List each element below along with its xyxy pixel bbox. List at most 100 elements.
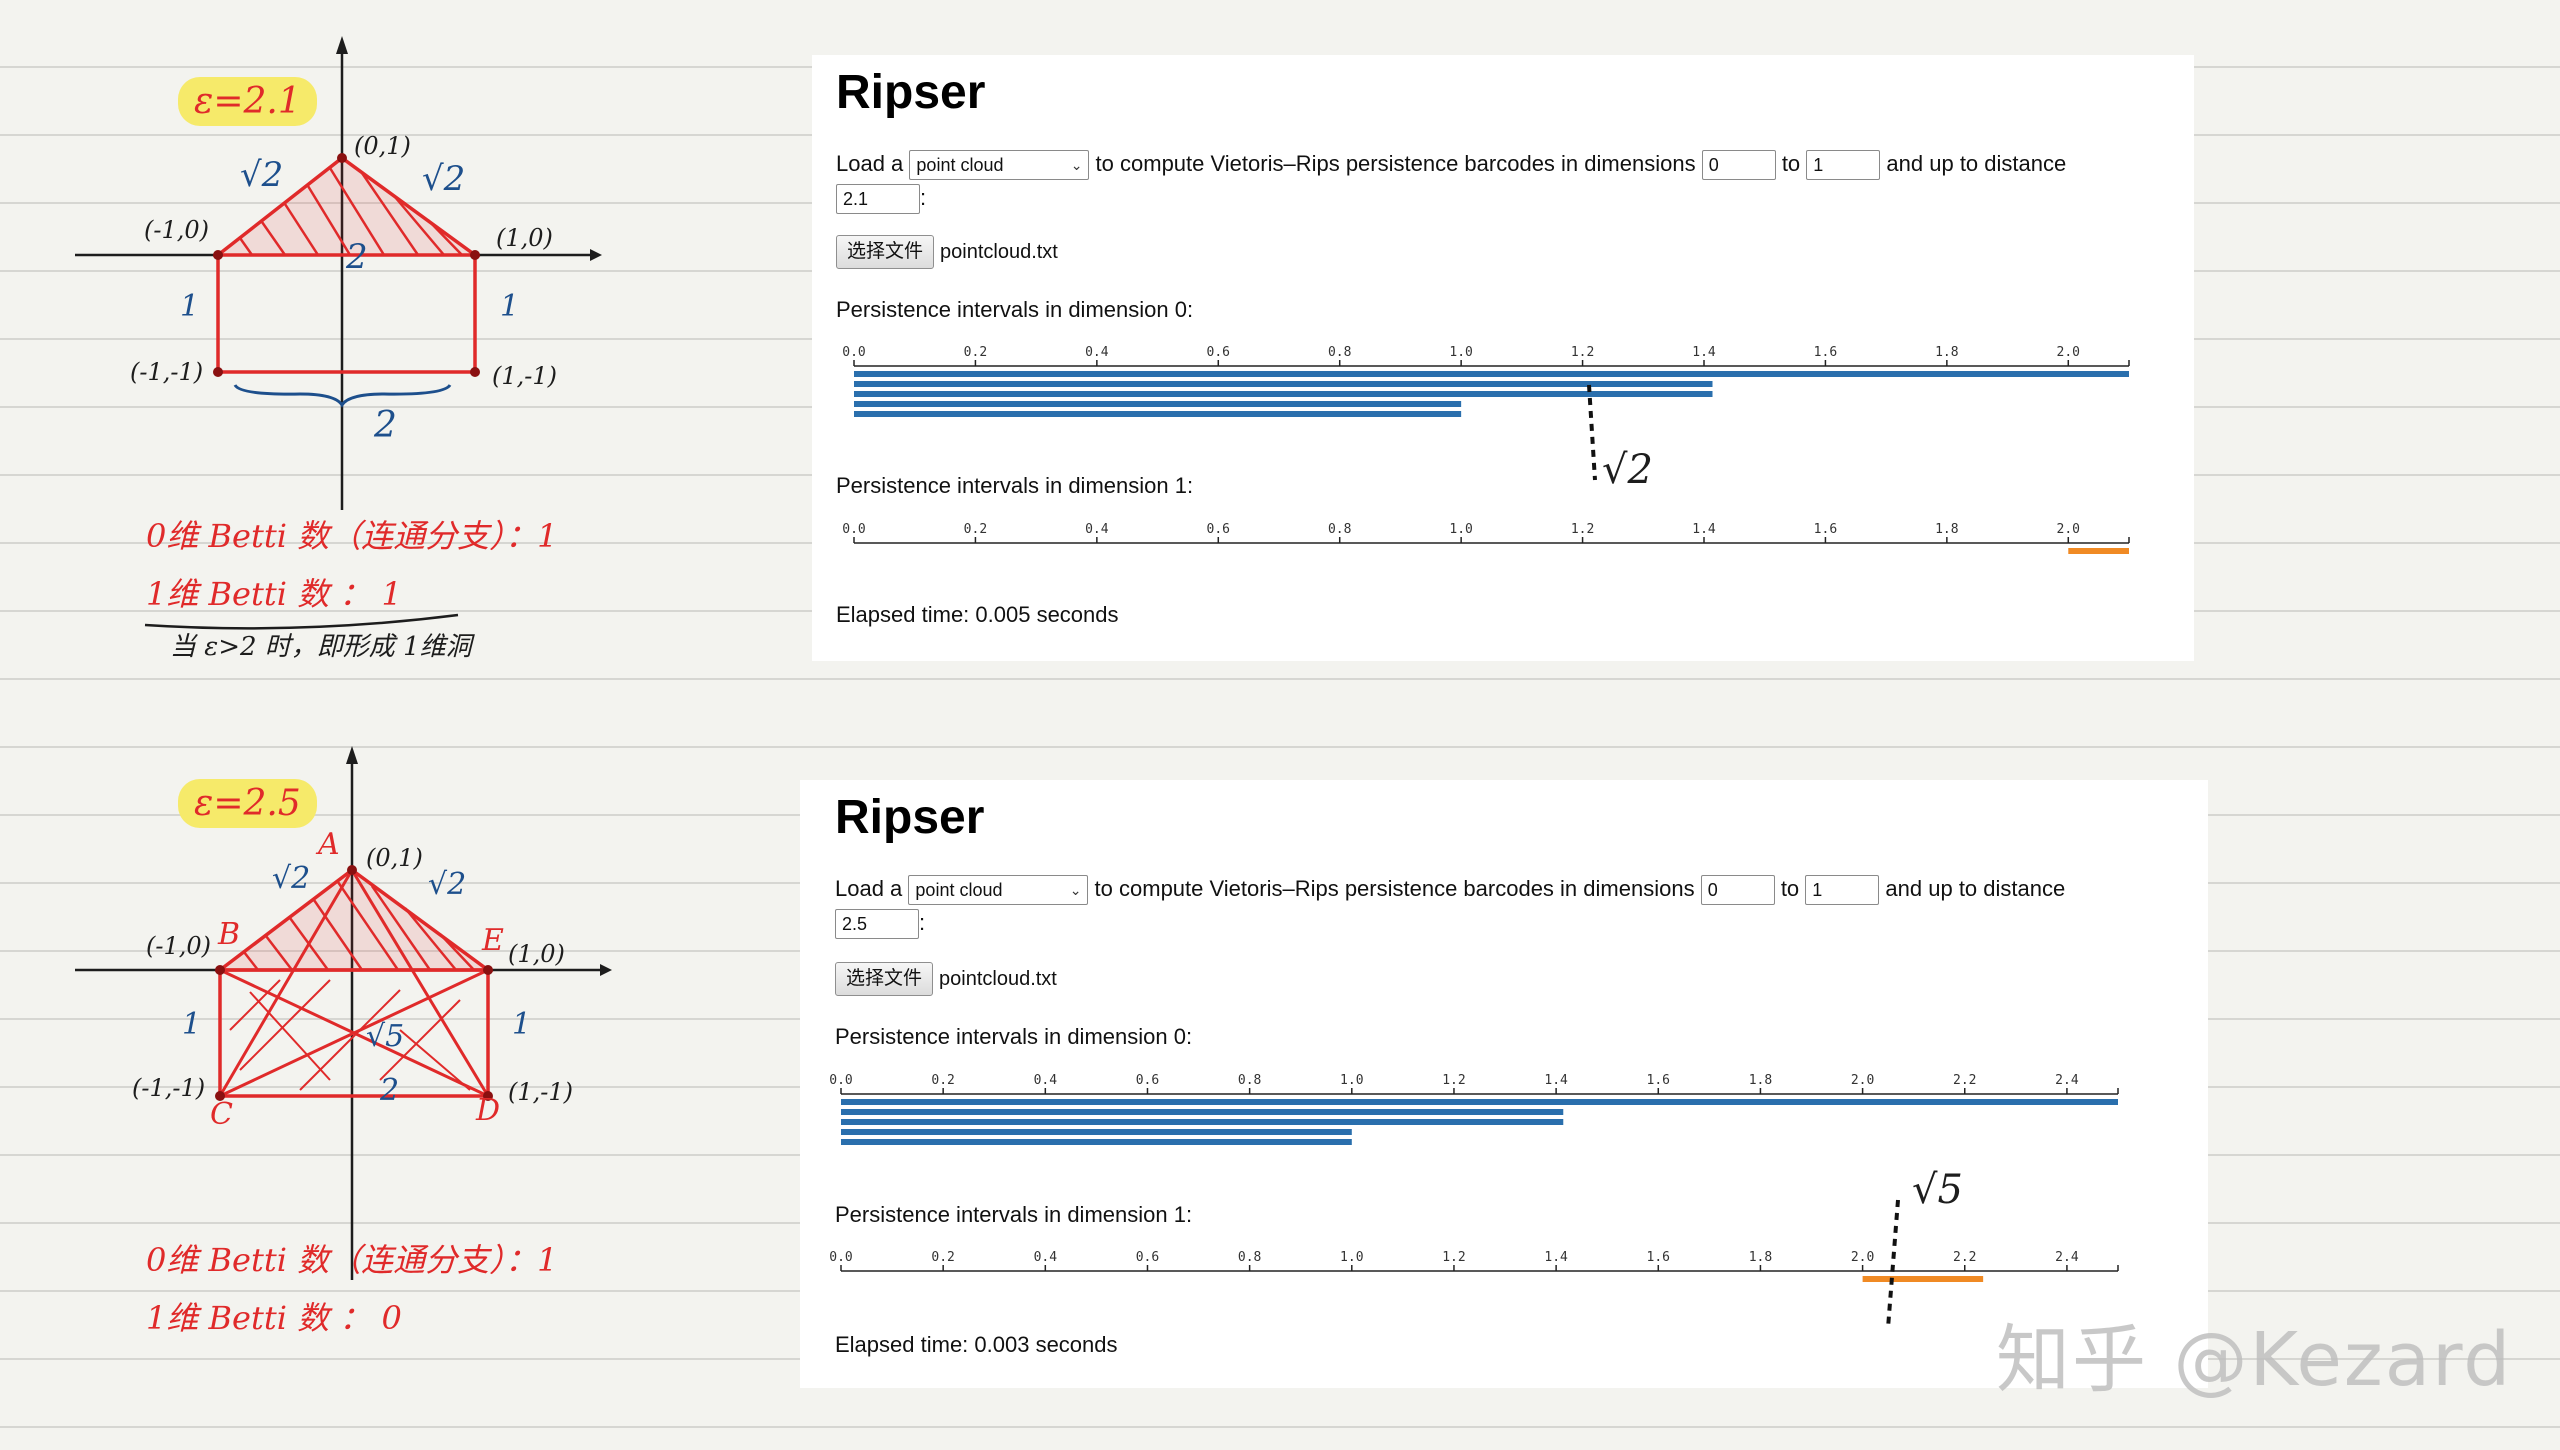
distance-text: and up to distance <box>1885 876 2066 901</box>
distance-text: and up to distance <box>1886 151 2067 176</box>
dim-from-input[interactable]: 0 <box>1700 875 1775 906</box>
barcode-dim1: 0.0 0.2 0.4 0.6 0.8 1.0 1.2 1.4 1.6 1.8 2.0 <box>842 522 2130 554</box>
square-hatching <box>229 979 471 1091</box>
page-title: Ripser <box>835 791 985 844</box>
tick-label: 0.2 <box>931 1073 954 1088</box>
dim-from-input[interactable]: 0 <box>1701 150 1776 181</box>
file-row: 选择文件 pointcloud.txt <box>835 962 1057 996</box>
sketch-bottom: ε=2.5 A B E C D √2 √2 √5 1 1 2 (0,1) (-1… <box>0 730 790 1430</box>
chevron-down-icon: ⌄ <box>1070 157 1083 174</box>
file-name: pointcloud.txt <box>940 240 1058 263</box>
tick-label: 0.8 <box>1238 1073 1261 1088</box>
tick-label: 2.4 <box>2055 1250 2079 1265</box>
epsilon-label: ε=2.1 <box>178 77 317 126</box>
tick-label: 1.0 <box>1449 345 1472 360</box>
choose-file-button[interactable]: 选择文件 <box>836 235 935 269</box>
vertex-label-bottom-left: (-1,-1) <box>130 358 204 386</box>
bottom-brace <box>233 383 452 408</box>
controls-row: Load a point cloud ⌄ to compute Vietoris–… <box>835 872 2165 940</box>
edge-label-right-sqrt2: √2 <box>428 867 467 902</box>
barcode-dim0: 0.0 0.2 0.4 0.6 0.8 1.0 1.2 1.4 1.6 1.8 2.0 <box>842 345 2130 417</box>
tick-label: 0.8 <box>1328 345 1351 360</box>
vertex-letter-a: A <box>318 827 340 862</box>
tick-label: 0.0 <box>829 1250 852 1265</box>
dim1-label: Persistence intervals in dimension 1: <box>836 473 1194 498</box>
edge-label-bottom: 2 <box>374 405 397 446</box>
load-select[interactable]: point cloud ⌄ <box>909 150 1090 181</box>
mid-text: to compute Vietoris–Rips persistence bar… <box>1095 151 1696 176</box>
load-select-value: point cloud <box>915 880 1003 901</box>
dim-to-input[interactable]: 1 <box>1805 875 1880 906</box>
edge-label-left-sqrt2: √2 <box>272 861 311 896</box>
chevron-down-icon: ⌄ <box>1069 882 1082 899</box>
elapsed-time: Elapsed time: 0.003 seconds <box>835 1332 1118 1357</box>
edge-label-left: 1 <box>182 1007 202 1042</box>
interval-bar <box>854 411 1462 417</box>
y-axis-arrow <box>346 746 358 764</box>
load-select[interactable]: point cloud ⌄ <box>908 875 1089 906</box>
interval-bar <box>854 391 1713 397</box>
tick-label: 2.2 <box>1953 1250 1976 1265</box>
tick-label: 0.0 <box>829 1073 852 1088</box>
square <box>218 968 490 1098</box>
y-axis-arrow <box>336 36 348 54</box>
interval-bar <box>841 1109 1564 1115</box>
vertex-label-left: (-1,0) <box>144 216 210 244</box>
tick-label: 0.8 <box>1328 522 1351 537</box>
tick-label: 1.8 <box>1749 1073 1772 1088</box>
interval-bar <box>841 1139 1352 1145</box>
tick-label: 1.0 <box>1340 1250 1363 1265</box>
tick-label: 2.2 <box>1953 1073 1976 1088</box>
vertex-label-top: (0,1) <box>366 844 423 872</box>
vertex-label-top: (0,1) <box>354 132 411 160</box>
sqrt2-annotation: √2 <box>1602 447 1653 493</box>
edge-label-left-sqrt2: √2 <box>240 155 284 195</box>
betti-1-note: 1维 Betti 数 ： 1 <box>146 575 402 613</box>
to-text: to <box>1781 151 1801 176</box>
barcode-dim0: 0.0 0.2 0.4 0.6 0.8 1.0 1.2 1.4 1.6 1.8 2.0 2.2 2.4 <box>829 1073 2119 1145</box>
interval-bar <box>854 371 2129 377</box>
tick-label: 1.4 <box>1544 1073 1568 1088</box>
sqrt5-annotation-line <box>1886 1199 1900 1329</box>
vertex-label-bottom-left: (-1,-1) <box>132 1074 206 1102</box>
vertices <box>213 153 480 377</box>
tick-label: 0.4 <box>1034 1250 1058 1265</box>
sqrt5-annotation: √5 <box>1912 1167 1963 1213</box>
edge-label-left: 1 <box>180 289 200 324</box>
vertices <box>215 865 493 1101</box>
betti-1-note: 1维 Betti 数 ： 0 <box>146 1299 402 1337</box>
tick-label: 0.8 <box>1238 1250 1261 1265</box>
distance-input[interactable]: 2.1 <box>836 184 920 215</box>
edge-label-bottom: 2 <box>380 1073 400 1108</box>
vertex-label-right: (1,0) <box>496 224 553 252</box>
tick-label: 1.2 <box>1442 1073 1465 1088</box>
sqrt2-annotation-line <box>1587 384 1597 481</box>
tick-label: 2.0 <box>2057 522 2080 537</box>
epsilon-label: ε=2.5 <box>178 779 317 828</box>
edge-label-right: 1 <box>500 289 520 324</box>
ripser-panel-top: Ripser Load a point cloud ⌄ to compute Vi… <box>812 55 2194 661</box>
distance-input[interactable]: 2.5 <box>835 909 919 940</box>
tick-label: 1.6 <box>1814 522 1837 537</box>
dim0-label: Persistence intervals in dimension 0: <box>835 1024 1193 1049</box>
watermark: 知乎 @Kezard <box>1996 1317 2513 1403</box>
dim-to-input[interactable]: 1 <box>1806 150 1881 181</box>
colon: : <box>920 185 927 210</box>
x-axis-arrow <box>600 964 612 976</box>
sketch-top-drawing <box>75 36 602 630</box>
tick-label: 1.4 <box>1544 1250 1568 1265</box>
tick-label: 1.4 <box>1692 345 1716 360</box>
betti-0-note: 0维 Betti 数（连通分支）：1 <box>146 517 558 555</box>
tick-label: 2.0 <box>1851 1073 1874 1088</box>
tick-label: 1.2 <box>1571 522 1594 537</box>
file-name: pointcloud.txt <box>939 967 1057 990</box>
choose-file-button[interactable]: 选择文件 <box>835 962 934 996</box>
tick-label: 0.4 <box>1085 345 1109 360</box>
tick-label: 1.2 <box>1571 345 1594 360</box>
interval-bar <box>841 1099 2118 1105</box>
tick-label: 0.2 <box>964 345 987 360</box>
interval-bar <box>854 401 1462 407</box>
vertex-letter-d: D <box>476 1093 501 1128</box>
edge-label-right-sqrt2: √2 <box>422 159 466 199</box>
sketch-top: ε=2.1 √2 √2 2 1 1 2 (0,1) (-1,0) (1,0) (… <box>0 0 790 700</box>
